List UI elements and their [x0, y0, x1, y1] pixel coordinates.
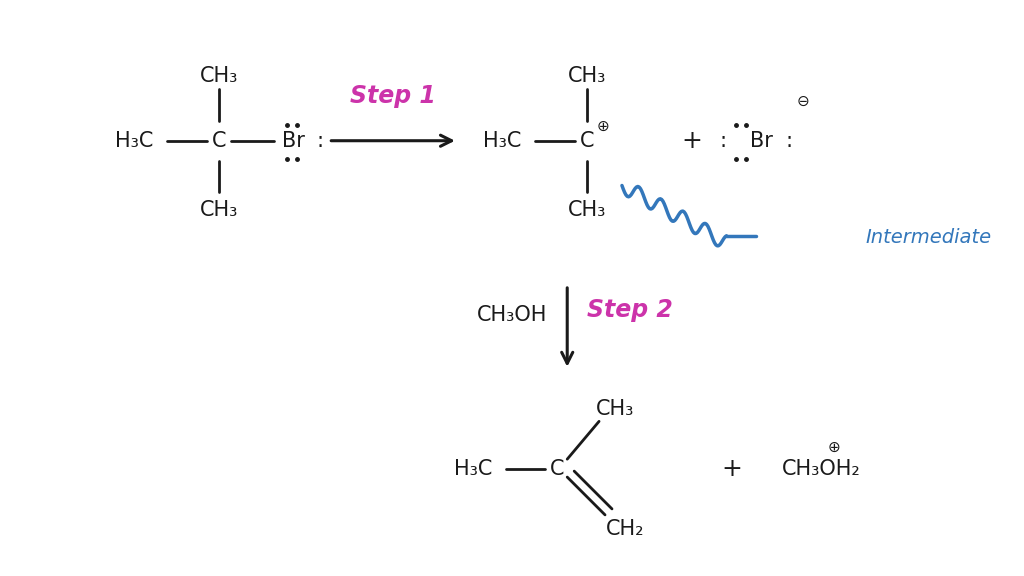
Text: +: + — [681, 128, 702, 153]
Text: H₃C: H₃C — [454, 459, 492, 479]
Text: :: : — [720, 131, 727, 151]
Text: CH₃: CH₃ — [596, 399, 634, 419]
Text: ⊕: ⊕ — [827, 439, 841, 454]
Text: CH₃: CH₃ — [200, 66, 239, 86]
Text: Step 2: Step 2 — [587, 298, 673, 322]
Text: CH₃: CH₃ — [568, 66, 606, 86]
Text: Intermediate: Intermediate — [865, 228, 992, 247]
Text: +: + — [721, 457, 741, 481]
Text: H₃C: H₃C — [483, 131, 522, 151]
Text: CH₂: CH₂ — [605, 519, 644, 539]
Text: CH₃: CH₃ — [200, 200, 239, 221]
Text: ⊕: ⊕ — [597, 119, 609, 134]
Text: C: C — [580, 131, 594, 151]
Text: Br: Br — [750, 131, 773, 151]
Text: CH₃OH₂: CH₃OH₂ — [781, 459, 860, 479]
Text: CH₃OH: CH₃OH — [477, 305, 547, 325]
Text: :: : — [317, 131, 324, 151]
Text: :: : — [785, 131, 793, 151]
Text: C: C — [212, 131, 226, 151]
Text: Br: Br — [283, 131, 305, 151]
Text: CH₃: CH₃ — [568, 200, 606, 221]
Text: C: C — [550, 459, 564, 479]
Text: Step 1: Step 1 — [350, 84, 436, 108]
Text: ⊖: ⊖ — [797, 93, 809, 108]
Text: H₃C: H₃C — [115, 131, 154, 151]
